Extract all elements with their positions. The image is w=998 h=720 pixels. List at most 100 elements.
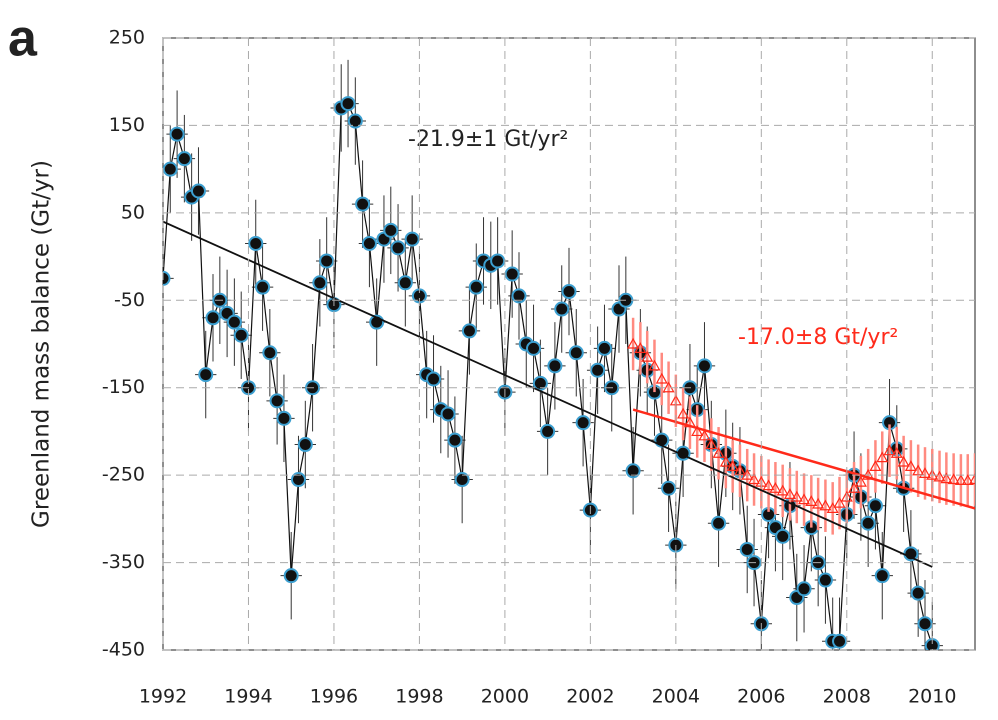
point	[540, 423, 556, 439]
point	[691, 425, 704, 437]
point	[461, 323, 477, 339]
y-tick-label: 150	[109, 114, 145, 136]
point	[812, 497, 825, 509]
point	[817, 572, 833, 588]
x-tick-label: 2008	[823, 686, 871, 708]
point	[190, 183, 206, 199]
point	[819, 499, 832, 511]
point	[874, 568, 890, 584]
trend-line	[163, 220, 933, 568]
point	[561, 284, 577, 300]
point	[590, 362, 606, 378]
point	[798, 493, 811, 505]
point	[776, 484, 789, 496]
point	[426, 371, 442, 387]
y-tick-label: -350	[102, 551, 145, 573]
point	[748, 473, 761, 485]
point	[769, 482, 782, 493]
point	[890, 447, 903, 458]
point	[854, 475, 867, 487]
point	[361, 235, 377, 251]
point	[568, 345, 584, 361]
point	[490, 253, 506, 269]
point	[526, 340, 542, 356]
point	[903, 546, 919, 562]
point	[269, 393, 285, 409]
annotation: -21.9±1 Gt/yr²	[408, 127, 568, 152]
x-tick-label: 2004	[652, 686, 700, 708]
x-tick-label: 1994	[224, 686, 272, 708]
point	[897, 455, 910, 467]
point	[832, 633, 848, 649]
point	[290, 472, 306, 488]
point	[726, 460, 739, 471]
point	[655, 372, 668, 384]
point	[283, 568, 299, 584]
point	[775, 528, 791, 544]
x-tick-label: 1996	[310, 686, 358, 708]
point	[739, 541, 755, 557]
point	[575, 415, 591, 431]
point	[634, 342, 647, 353]
point	[205, 310, 221, 326]
point	[226, 314, 242, 330]
point	[698, 429, 711, 441]
point	[511, 288, 527, 304]
annotation: -17.0±8 Gt/yr²	[738, 325, 898, 350]
point	[917, 616, 933, 632]
y-tick-label: 50	[121, 201, 145, 223]
trend-line	[632, 408, 975, 510]
point	[762, 479, 775, 491]
point	[355, 196, 371, 212]
y-axis-label: Greenland mass balance (Gt/yr)	[29, 160, 55, 528]
point	[404, 231, 420, 247]
point	[233, 327, 249, 343]
point	[833, 496, 846, 508]
point	[383, 222, 399, 238]
plot-area	[163, 59, 975, 650]
point	[319, 253, 335, 269]
point	[712, 447, 725, 458]
point	[711, 515, 727, 531]
point	[468, 279, 484, 295]
point	[625, 463, 641, 479]
point	[783, 488, 796, 499]
point	[198, 367, 214, 383]
point	[255, 279, 271, 295]
point	[662, 381, 675, 393]
point	[504, 266, 520, 282]
point	[169, 126, 185, 142]
point	[532, 375, 548, 391]
point	[312, 275, 328, 291]
point	[661, 480, 677, 496]
point	[805, 495, 818, 506]
point	[440, 406, 456, 422]
point	[641, 350, 654, 362]
point	[954, 474, 967, 485]
y-tick-label: -450	[102, 639, 145, 661]
y-tick-label: -150	[102, 376, 145, 398]
point	[796, 581, 812, 597]
point	[860, 515, 876, 531]
point	[248, 235, 264, 251]
point	[696, 358, 712, 374]
point	[883, 444, 896, 456]
point	[347, 113, 363, 129]
point	[947, 473, 960, 485]
point	[876, 451, 889, 463]
panel-label: a	[8, 10, 38, 68]
point	[397, 275, 413, 291]
point	[176, 151, 192, 167]
point	[163, 270, 171, 286]
point	[390, 240, 406, 256]
y-tick-label: 250	[109, 27, 145, 49]
point	[961, 474, 974, 485]
point	[596, 340, 612, 356]
y-tick-label: -50	[114, 289, 145, 311]
point	[648, 359, 661, 371]
point	[940, 472, 953, 484]
point	[340, 96, 356, 112]
point	[790, 490, 803, 502]
point	[968, 473, 975, 485]
